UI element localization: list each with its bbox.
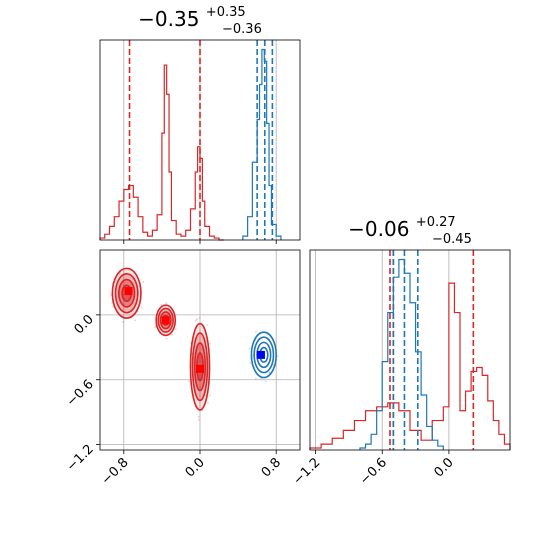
p2-scatter-point-0-16 xyxy=(134,319,137,322)
bottom-right-title-upper: +0.27 xyxy=(416,215,456,230)
p2-marker-red-1 xyxy=(161,316,170,325)
p2-scatter-point-1-1 xyxy=(171,333,173,336)
p2-scatter-point-3-15 xyxy=(277,355,280,358)
p3-series-blue-1 xyxy=(359,258,444,450)
p2-scatter-point-1-4 xyxy=(165,337,168,340)
p2-scatter-point-2-11 xyxy=(209,394,211,397)
p2-scatter-point-1-3 xyxy=(175,328,177,331)
p2-marker-blue-3 xyxy=(256,350,265,359)
top-left-title-upper: +0.35 xyxy=(206,5,246,20)
bottom-right-title: −0.06 +0.27 −0.45 xyxy=(348,207,472,247)
bottom-right-axes-frame xyxy=(309,249,511,451)
p2-scatter-point-2-2 xyxy=(209,342,212,345)
p2-scatter-point-1-7 xyxy=(165,302,168,305)
p2-scatter-point-0-3 xyxy=(140,306,143,309)
top-left-title: −0.35 +0.35 −0.36 xyxy=(138,0,262,37)
p2-scatter-point-1-11 xyxy=(160,303,163,306)
p2-scatter-point-2-12 xyxy=(188,380,190,382)
top-left-quantile-lines xyxy=(128,40,274,240)
p2-scatter-point-0-10 xyxy=(131,312,134,315)
bottom-left-markers xyxy=(124,287,265,373)
p2-scatter-point-0-14 xyxy=(112,305,114,308)
p2-contour-blue-3-1 xyxy=(253,336,275,374)
p2-scatter-point-2-8 xyxy=(197,418,200,421)
p2-scatter-point-3-7 xyxy=(260,377,263,380)
p2-contour-blue-3-0 xyxy=(250,331,277,379)
p2-marker-red-2 xyxy=(196,364,204,373)
p2-scatter-point-0-0 xyxy=(110,293,112,296)
p2-scatter-point-1-14 xyxy=(154,326,157,328)
p2-scatter-point-2-3 xyxy=(198,317,201,320)
p2-scatter-point-2-14 xyxy=(207,401,209,404)
p1-series-red-0 xyxy=(99,64,224,241)
p2-scatter-point-2-1 xyxy=(206,324,209,327)
p2-scatter-point-2-17 xyxy=(196,318,198,320)
p3-series-red-0 xyxy=(309,282,511,450)
top-left-title-value: −0.35 xyxy=(138,7,199,31)
p2-scatter-point-3-0 xyxy=(254,330,257,333)
p2-scatter-point-2-0 xyxy=(197,415,200,418)
bottom-right-title-value: −0.06 xyxy=(348,217,409,241)
p2-scatter-point-0-5 xyxy=(122,320,124,323)
top-left-histogram-panel: −0.35 +0.35 −0.36 xyxy=(99,0,301,244)
p2-scatter-point-0-6 xyxy=(118,273,121,275)
bottom-right-series xyxy=(309,258,511,450)
bottom-right-title-lower: −0.45 xyxy=(432,232,472,247)
p2-marker-red-0 xyxy=(124,287,133,296)
p2-scatter-point-3-2 xyxy=(268,372,271,374)
top-left-ticks xyxy=(123,240,277,244)
p2-scatter-point-3-4 xyxy=(248,347,251,350)
bottom-left-contour-panel: −0.8 0.0 0.8−1.2−0.60.0 xyxy=(64,249,301,488)
p2-scatter-point-3-17 xyxy=(254,377,257,380)
p2-scatter-point-0-11 xyxy=(142,280,144,283)
p2-scatter-point-2-7 xyxy=(194,319,197,322)
top-left-title-lower: −0.36 xyxy=(222,22,262,37)
bottom-right-quantile-lines xyxy=(389,250,475,450)
p2-scatter-point-3-16 xyxy=(249,361,252,364)
p2-scatter-point-3-11 xyxy=(268,371,271,374)
p2-scatter-point-3-1 xyxy=(264,380,267,383)
